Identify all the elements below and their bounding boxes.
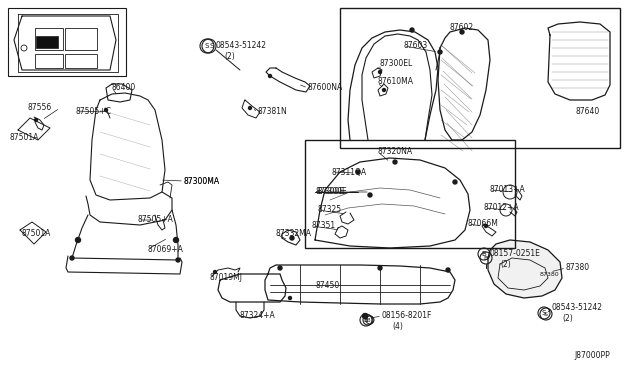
Polygon shape — [488, 240, 562, 298]
Circle shape — [356, 170, 360, 174]
Circle shape — [368, 193, 372, 197]
Bar — [8, 8, 126, 76]
Text: (4): (4) — [392, 321, 403, 330]
Text: S: S — [205, 43, 209, 49]
Text: 87603: 87603 — [404, 42, 428, 51]
Circle shape — [70, 256, 74, 260]
Text: 08157-0251E: 08157-0251E — [490, 250, 541, 259]
Bar — [305, 140, 515, 248]
Circle shape — [290, 236, 294, 240]
Bar — [35, 28, 63, 50]
Circle shape — [35, 119, 38, 122]
Text: 87380: 87380 — [540, 272, 559, 276]
Circle shape — [248, 106, 252, 109]
Circle shape — [484, 224, 488, 228]
Text: (2): (2) — [562, 314, 573, 323]
Text: B: B — [364, 317, 369, 323]
Text: (2): (2) — [224, 51, 235, 61]
Text: 87013+A: 87013+A — [490, 186, 525, 195]
Text: S: S — [209, 43, 213, 49]
Bar — [35, 54, 63, 68]
Text: (2): (2) — [500, 260, 511, 269]
Text: S: S — [544, 311, 548, 317]
Circle shape — [269, 74, 271, 77]
Text: 87300MA: 87300MA — [184, 176, 220, 186]
Text: 87600NA: 87600NA — [308, 83, 343, 93]
Text: 87556: 87556 — [28, 103, 52, 112]
Text: 87300MA: 87300MA — [184, 176, 220, 186]
Circle shape — [453, 180, 457, 184]
Text: 87069+A: 87069+A — [148, 244, 184, 253]
Text: S: S — [542, 310, 546, 316]
Text: 87320NA: 87320NA — [378, 148, 413, 157]
Text: 87450: 87450 — [316, 280, 340, 289]
Text: -87300E: -87300E — [316, 187, 348, 196]
Circle shape — [76, 237, 81, 243]
Text: 87602: 87602 — [450, 23, 474, 32]
Bar — [340, 8, 620, 148]
Text: 87066M: 87066M — [468, 219, 499, 228]
Circle shape — [446, 268, 450, 272]
Text: 87311QA: 87311QA — [332, 167, 367, 176]
Text: 87300EL: 87300EL — [380, 60, 413, 68]
Text: 87610MA: 87610MA — [378, 77, 414, 87]
Circle shape — [362, 314, 367, 318]
Text: 87019MJ: 87019MJ — [210, 273, 243, 282]
Text: 87501A: 87501A — [10, 134, 40, 142]
Text: 87325: 87325 — [318, 205, 342, 215]
Text: J87000PP: J87000PP — [574, 352, 610, 360]
Circle shape — [410, 28, 414, 32]
Bar — [65, 28, 97, 50]
Text: 87012+A: 87012+A — [484, 203, 520, 212]
Text: 87300E: 87300E — [316, 187, 345, 196]
Text: 87505+A: 87505+A — [138, 215, 174, 224]
Text: B: B — [484, 256, 488, 260]
Text: 87332MA: 87332MA — [276, 230, 312, 238]
Circle shape — [460, 30, 464, 34]
Text: 87501A: 87501A — [22, 230, 51, 238]
Text: 87640: 87640 — [576, 108, 600, 116]
Bar — [36, 36, 58, 48]
Text: B: B — [366, 317, 370, 323]
Text: B: B — [482, 251, 486, 257]
Circle shape — [278, 266, 282, 270]
Circle shape — [378, 266, 382, 270]
Circle shape — [173, 237, 179, 243]
Text: 08156-8201F: 08156-8201F — [382, 311, 433, 321]
Text: 08543-51242: 08543-51242 — [552, 304, 603, 312]
Circle shape — [104, 109, 108, 112]
Circle shape — [363, 314, 367, 318]
Circle shape — [378, 71, 381, 74]
Text: 87505+C: 87505+C — [76, 106, 112, 115]
Circle shape — [214, 270, 216, 273]
Text: 87351: 87351 — [312, 221, 336, 231]
Bar — [65, 54, 97, 68]
Circle shape — [393, 160, 397, 164]
Text: 87380: 87380 — [566, 263, 590, 273]
Circle shape — [383, 89, 385, 92]
Text: 08543-51242: 08543-51242 — [216, 42, 267, 51]
Text: 86400: 86400 — [112, 83, 136, 93]
Circle shape — [289, 296, 291, 299]
Text: 87381N: 87381N — [258, 108, 288, 116]
Circle shape — [438, 50, 442, 54]
Text: 87324+A: 87324+A — [240, 311, 276, 321]
Circle shape — [176, 258, 180, 262]
